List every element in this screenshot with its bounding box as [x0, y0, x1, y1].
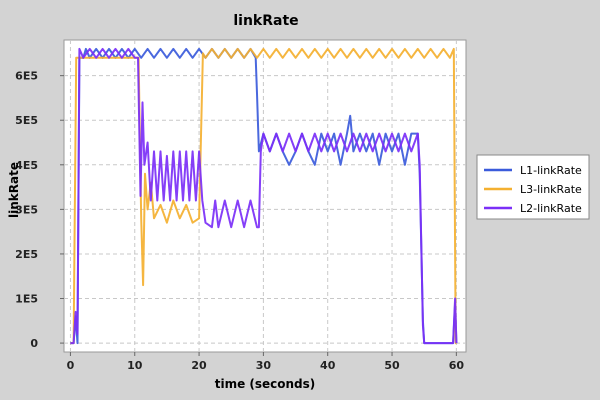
y-tick-label: 4E5	[15, 159, 38, 172]
y-tick-label: 0	[30, 337, 38, 350]
legend-item-l1-linkrate: L1-linkRate	[520, 164, 582, 177]
legend-item-l3-linkrate: L3-linkRate	[520, 183, 582, 196]
x-tick-label: 20	[191, 359, 207, 372]
legend-item-l2-linkrate: L2-linkRate	[520, 202, 582, 215]
x-tick-label: 50	[384, 359, 400, 372]
x-tick-label: 10	[127, 359, 143, 372]
plot-area	[63, 39, 467, 353]
series-line-l1-linkrate	[70, 47, 458, 345]
x-tick-label: 60	[449, 359, 465, 372]
x-tick-label: 40	[320, 359, 336, 372]
grid	[64, 40, 466, 352]
y-tick-label: 6E5	[15, 70, 38, 83]
axes: 0 10 20 30 40 50 60 0 1E5 2E5 3E5 4E5 5E5 6E5	[15, 70, 464, 372]
x-axis-label: time (seconds)	[215, 377, 316, 391]
x-tick-label: 0	[67, 359, 75, 372]
chart-title: linkRate	[233, 13, 298, 29]
x-tick-label: 30	[256, 359, 272, 372]
y-tick-label: 1E5	[15, 293, 38, 306]
y-tick-label: 3E5	[15, 203, 38, 216]
y-tick-label: 2E5	[15, 248, 38, 261]
series-line-l2-linkrate	[70, 47, 458, 345]
legend: L1-linkRate L3-linkRate L2-linkRate	[476, 154, 590, 220]
series-lines	[70, 47, 458, 345]
y-tick-label: 5E5	[15, 114, 38, 127]
y-axis-label: linkRate	[7, 162, 21, 218]
